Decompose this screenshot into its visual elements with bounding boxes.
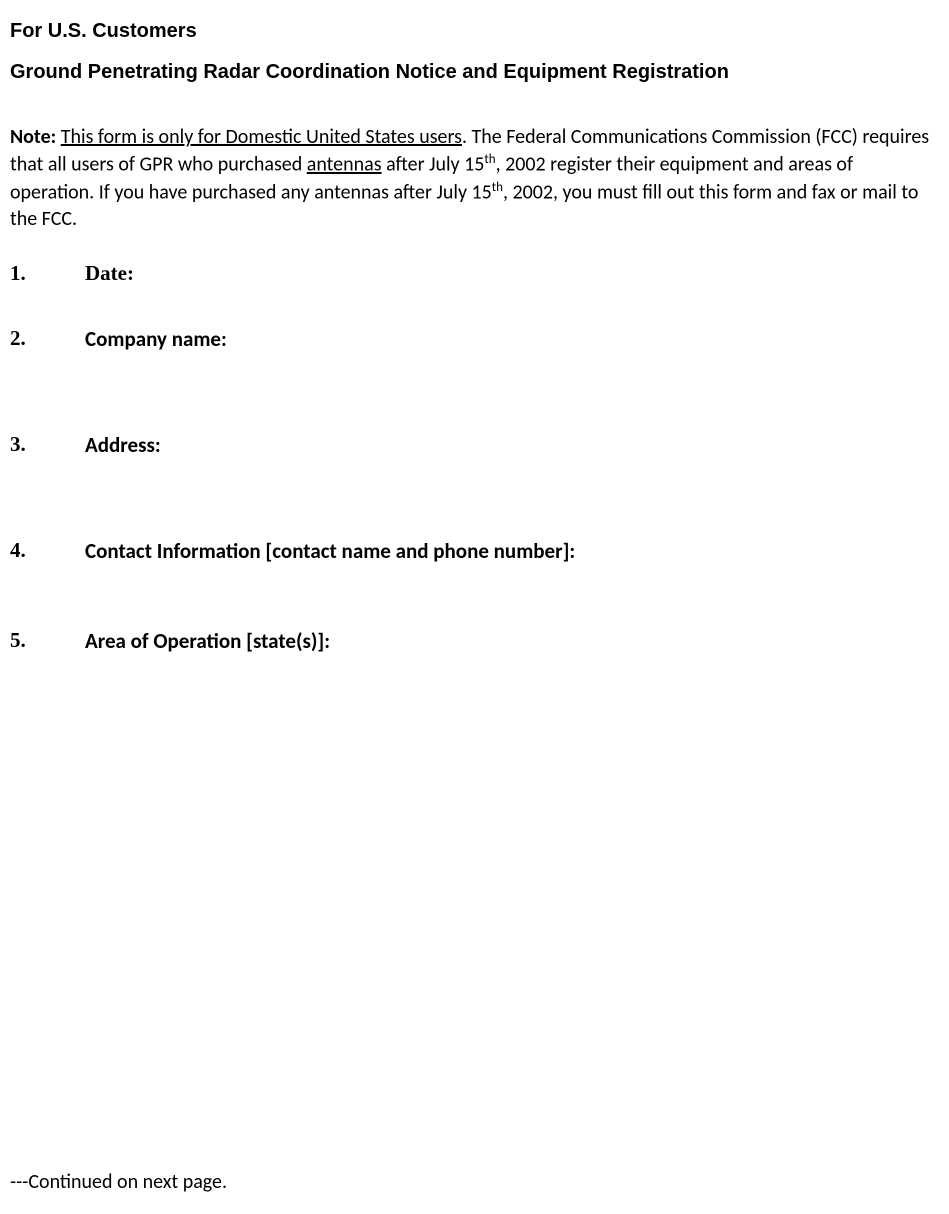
customers-heading: For U.S. Customers: [10, 20, 939, 43]
note-sup-1: th: [484, 152, 495, 167]
item-label-contact: Contact Information [contact name and ph…: [85, 538, 575, 564]
item-label-date: Date:: [85, 261, 134, 286]
form-item-area: 5. Area of Operation [state(s)]:: [10, 628, 939, 654]
note-underlined-2: antennas: [307, 153, 382, 177]
form-item-address: 3. Address:: [10, 432, 939, 458]
form-item-date: 1. Date:: [10, 261, 939, 286]
item-label-company: Company name:: [85, 326, 227, 352]
item-label-area: Area of Operation [state(s)]:: [85, 628, 330, 654]
note-text-2: after July 15: [382, 153, 485, 177]
note-sup-2: th: [492, 180, 503, 195]
item-number-1: 1.: [10, 261, 85, 286]
footer-continued: ---Continued on next page.: [10, 1170, 227, 1194]
note-label: Note:: [10, 125, 56, 149]
item-number-4: 4.: [10, 538, 85, 564]
item-number-5: 5.: [10, 628, 85, 654]
item-number-2: 2.: [10, 326, 85, 352]
note-underlined-1: This form is only for Domestic United St…: [61, 125, 462, 149]
note-paragraph: Note: This form is only for Domestic Uni…: [10, 124, 939, 233]
item-label-address: Address:: [85, 432, 161, 458]
document-title: Ground Penetrating Radar Coordination No…: [10, 61, 939, 84]
item-number-3: 3.: [10, 432, 85, 458]
form-item-company: 2. Company name:: [10, 326, 939, 352]
form-item-contact: 4. Contact Information [contact name and…: [10, 538, 939, 564]
